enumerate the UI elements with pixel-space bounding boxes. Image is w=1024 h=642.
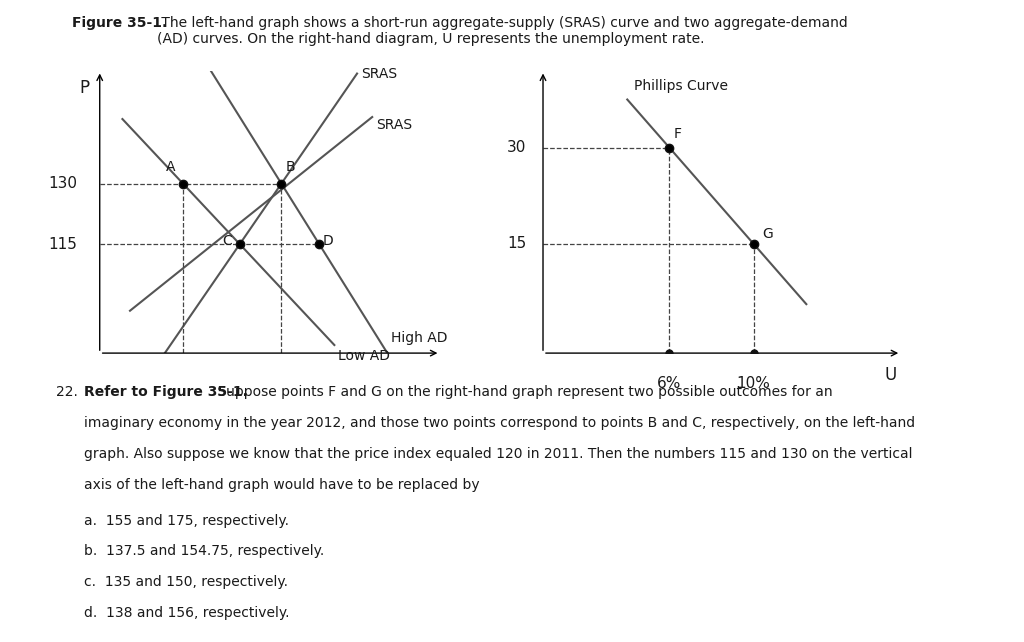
Text: 22.: 22. [56, 385, 78, 399]
Text: High AD: High AD [391, 331, 447, 345]
Text: graph. Also suppose we know that the price index equaled 120 in 2011. Then the n: graph. Also suppose we know that the pri… [84, 447, 912, 461]
Text: The left-hand graph shows a short-run aggregate-supply (SRAS) curve and two aggr: The left-hand graph shows a short-run ag… [157, 16, 848, 46]
Text: 10%: 10% [736, 376, 771, 390]
Text: B: B [285, 159, 295, 173]
Text: G: G [762, 227, 773, 241]
Text: 15: 15 [507, 236, 526, 252]
Text: Refer to Figure 35-1.: Refer to Figure 35-1. [84, 385, 248, 399]
Text: U: U [885, 366, 897, 384]
Text: 6%: 6% [657, 376, 682, 390]
Text: D: D [323, 234, 334, 248]
Text: 30: 30 [507, 140, 526, 155]
Text: SRAS: SRAS [360, 67, 397, 80]
Text: C: C [222, 234, 232, 248]
Text: imaginary economy in the year 2012, and those two points correspond to points B : imaginary economy in the year 2012, and … [84, 416, 915, 430]
Text: b.  137.5 and 154.75, respectively.: b. 137.5 and 154.75, respectively. [84, 544, 325, 559]
Text: Low AD: Low AD [338, 349, 390, 363]
Text: A: A [166, 159, 175, 173]
Text: d.  138 and 156, respectively.: d. 138 and 156, respectively. [84, 606, 290, 620]
Text: Figure 35-1.: Figure 35-1. [72, 16, 167, 30]
Text: c.  135 and 150, respectively.: c. 135 and 150, respectively. [84, 575, 288, 589]
Text: F: F [674, 127, 682, 141]
Text: SRAS: SRAS [376, 118, 412, 132]
Text: axis of the left-hand graph would have to be replaced by: axis of the left-hand graph would have t… [84, 478, 479, 492]
Text: P: P [80, 79, 90, 97]
Text: Phillips Curve: Phillips Curve [634, 79, 728, 93]
Text: 115: 115 [48, 237, 77, 252]
Text: Suppose points F and G on the right-hand graph represent two possible outcomes f: Suppose points F and G on the right-hand… [213, 385, 833, 399]
Text: 130: 130 [48, 176, 77, 191]
Text: a.  155 and 175, respectively.: a. 155 and 175, respectively. [84, 514, 289, 528]
